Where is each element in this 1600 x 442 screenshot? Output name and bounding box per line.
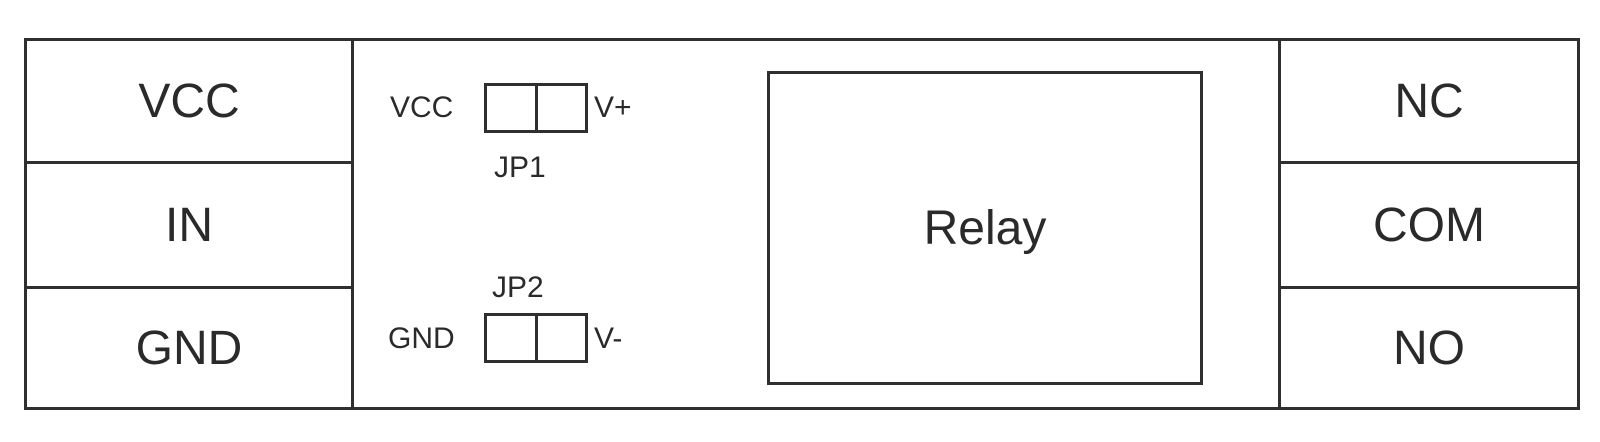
jp2-jumper <box>484 313 588 363</box>
jp1-left-label: VCC <box>390 91 454 124</box>
jp2-divider <box>535 316 538 360</box>
relay-component: Relay <box>767 71 1203 385</box>
jp2-right-label: V- <box>594 322 623 355</box>
jp1-right-label: V+ <box>594 91 632 124</box>
input-terminal-block: VCC IN GND <box>27 41 354 407</box>
module-body: VCC V+ JP1 JP2 GND V- Relay <box>354 41 1278 407</box>
jp1-divider <box>535 86 538 130</box>
terminal-nc: NC <box>1281 41 1577 164</box>
relay-module-diagram: VCC IN GND VCC V+ JP1 JP2 GND V- Relay N… <box>24 38 1580 410</box>
terminal-gnd: GND <box>135 321 243 375</box>
jp2-left-label: GND <box>388 322 455 355</box>
terminal-vcc: VCC <box>27 41 351 164</box>
terminal-com: COM <box>1281 164 1577 289</box>
jp2-name: JP2 <box>492 271 544 304</box>
output-terminal-block: NC COM NO <box>1278 41 1577 407</box>
relay-label: Relay <box>923 201 1047 255</box>
terminal-no: NO <box>1393 321 1465 375</box>
terminal-in: IN <box>27 164 351 289</box>
jp1-name: JP1 <box>494 151 546 184</box>
jp1-jumper <box>484 83 588 133</box>
